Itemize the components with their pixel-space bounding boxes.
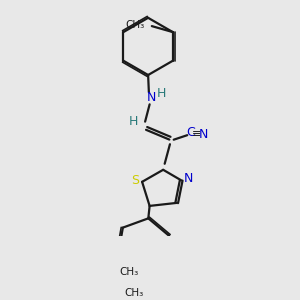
Text: N: N [146,91,156,104]
Text: N: N [199,128,208,141]
Text: H: H [129,115,139,128]
Text: CH₃: CH₃ [119,267,139,277]
Text: H: H [157,87,166,100]
Text: CH₃: CH₃ [125,288,144,298]
Text: S: S [131,174,139,187]
Text: N: N [183,172,193,185]
Text: CH₃: CH₃ [126,20,145,30]
Text: ≡: ≡ [192,129,202,139]
Text: C: C [186,126,195,140]
